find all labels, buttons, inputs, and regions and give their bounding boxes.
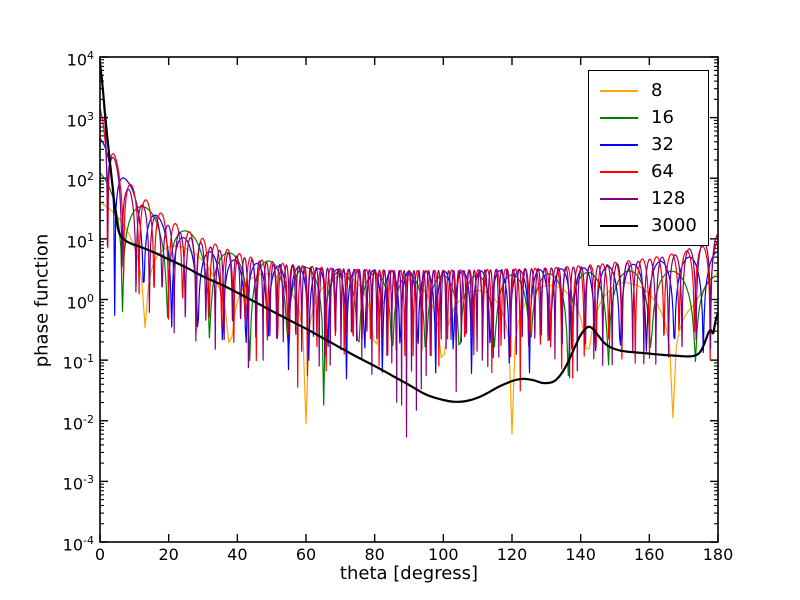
y-tick-label: 102 [66,170,94,191]
legend-line-swatch [600,197,638,200]
x-tick-label: 100 [428,545,459,564]
legend-label: 8 [651,79,663,101]
legend-line-swatch [600,116,638,119]
y-tick-label: 104 [66,49,94,70]
plot-frame [99,56,719,543]
x-tick-label: 60 [295,545,317,564]
y-tick-label: 10-3 [62,473,94,494]
legend-line-swatch [600,89,638,92]
series-line-3000 [100,62,718,403]
x-tick-label: 20 [158,545,179,564]
legend-entry-8: 8 [589,78,708,104]
legend-entry-64: 64 [589,159,708,185]
y-tick-label: 10-4 [62,534,94,555]
x-tick-label: 160 [634,545,665,564]
x-tick-label: 140 [565,545,596,564]
y-tick-label: 10-1 [62,352,94,373]
y-tick-label: 101 [66,230,94,252]
x-tick-label: 80 [364,545,385,564]
legend-label: 64 [651,160,674,182]
series-line-128 [100,62,718,438]
x-tick-label: 180 [702,545,734,564]
legend-line-swatch [600,143,638,146]
y-axis-label: phase function [31,233,53,368]
legend-line-swatch [600,224,638,227]
legend-line-swatch [600,170,638,173]
x-tick-label: 120 [496,545,528,564]
legend-label: 16 [651,106,674,128]
legend-label: 32 [651,133,674,155]
legend-label: 128 [651,187,686,209]
curves [100,62,718,438]
legend-entry-16: 16 [589,105,708,131]
x-tick-label: 40 [227,545,248,564]
y-tick-label: 103 [66,109,94,130]
legend-entry-3000: 3000 [589,213,708,239]
legend-label: 3000 [651,214,697,236]
y-tick-label: 100 [66,291,94,312]
x-axis-label: theta [degress] [339,563,479,584]
legend-entry-128: 128 [589,186,708,212]
y-tick-label: 10-2 [62,412,94,434]
series-line-16 [100,172,718,406]
legend-entry-32: 32 [589,132,708,158]
legend-box: 8 16 32 64 128 3000 [588,70,709,246]
x-tick-label: 0 [94,545,106,564]
